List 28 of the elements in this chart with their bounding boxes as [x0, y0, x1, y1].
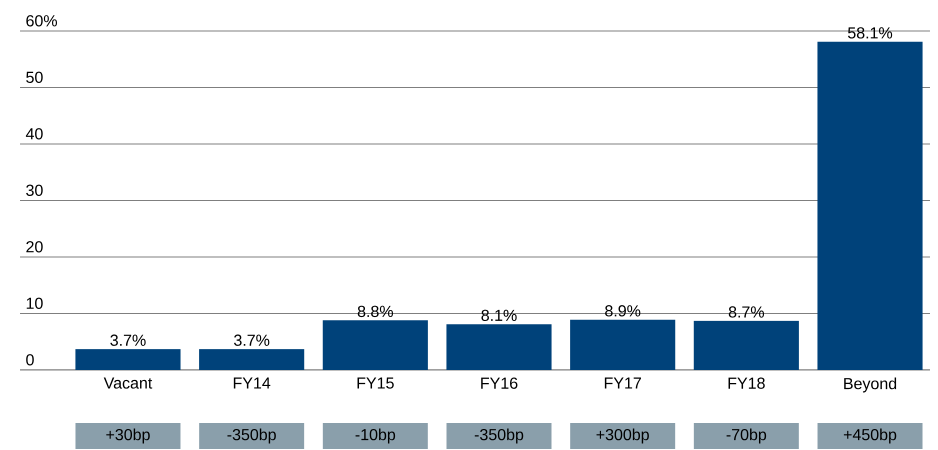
y-tick-label: 0 — [26, 354, 34, 366]
data-label: 3.7% — [234, 334, 270, 346]
x-tick-label: Beyond — [844, 378, 896, 392]
data-label: 8.7% — [728, 306, 764, 318]
y-tick-label: 60% — [26, 15, 57, 26]
text: +30bp — [106, 428, 150, 444]
text: -70bp — [726, 428, 766, 444]
y-tick-label: 20 — [26, 241, 43, 252]
y-tick-label: 40 — [26, 128, 43, 140]
y-tick-label: 10 — [26, 298, 43, 309]
text: -10bp — [356, 428, 396, 444]
x-tick-label: Vacant — [104, 378, 152, 389]
x-tick-label: FY17 — [604, 378, 641, 389]
data-label: 8.8% — [358, 306, 393, 318]
data-label: 58.1% — [848, 27, 892, 39]
data-label: 8.9% — [605, 305, 640, 317]
text: +300bp — [596, 428, 649, 444]
x-tick-label: FY14 — [234, 378, 270, 389]
data-label: 8.1% — [481, 310, 517, 322]
x-tick-label: FY18 — [728, 378, 765, 389]
data-label: 3.7% — [110, 334, 146, 346]
y-tick-label: 30 — [26, 184, 43, 196]
x-tick-label: FY15 — [358, 378, 394, 389]
y-tick-label: 50 — [26, 72, 43, 83]
text: +450bp — [844, 428, 896, 444]
text: -350bp — [227, 428, 276, 444]
text: -350bp — [474, 428, 524, 444]
x-tick-label: FY16 — [481, 378, 518, 389]
